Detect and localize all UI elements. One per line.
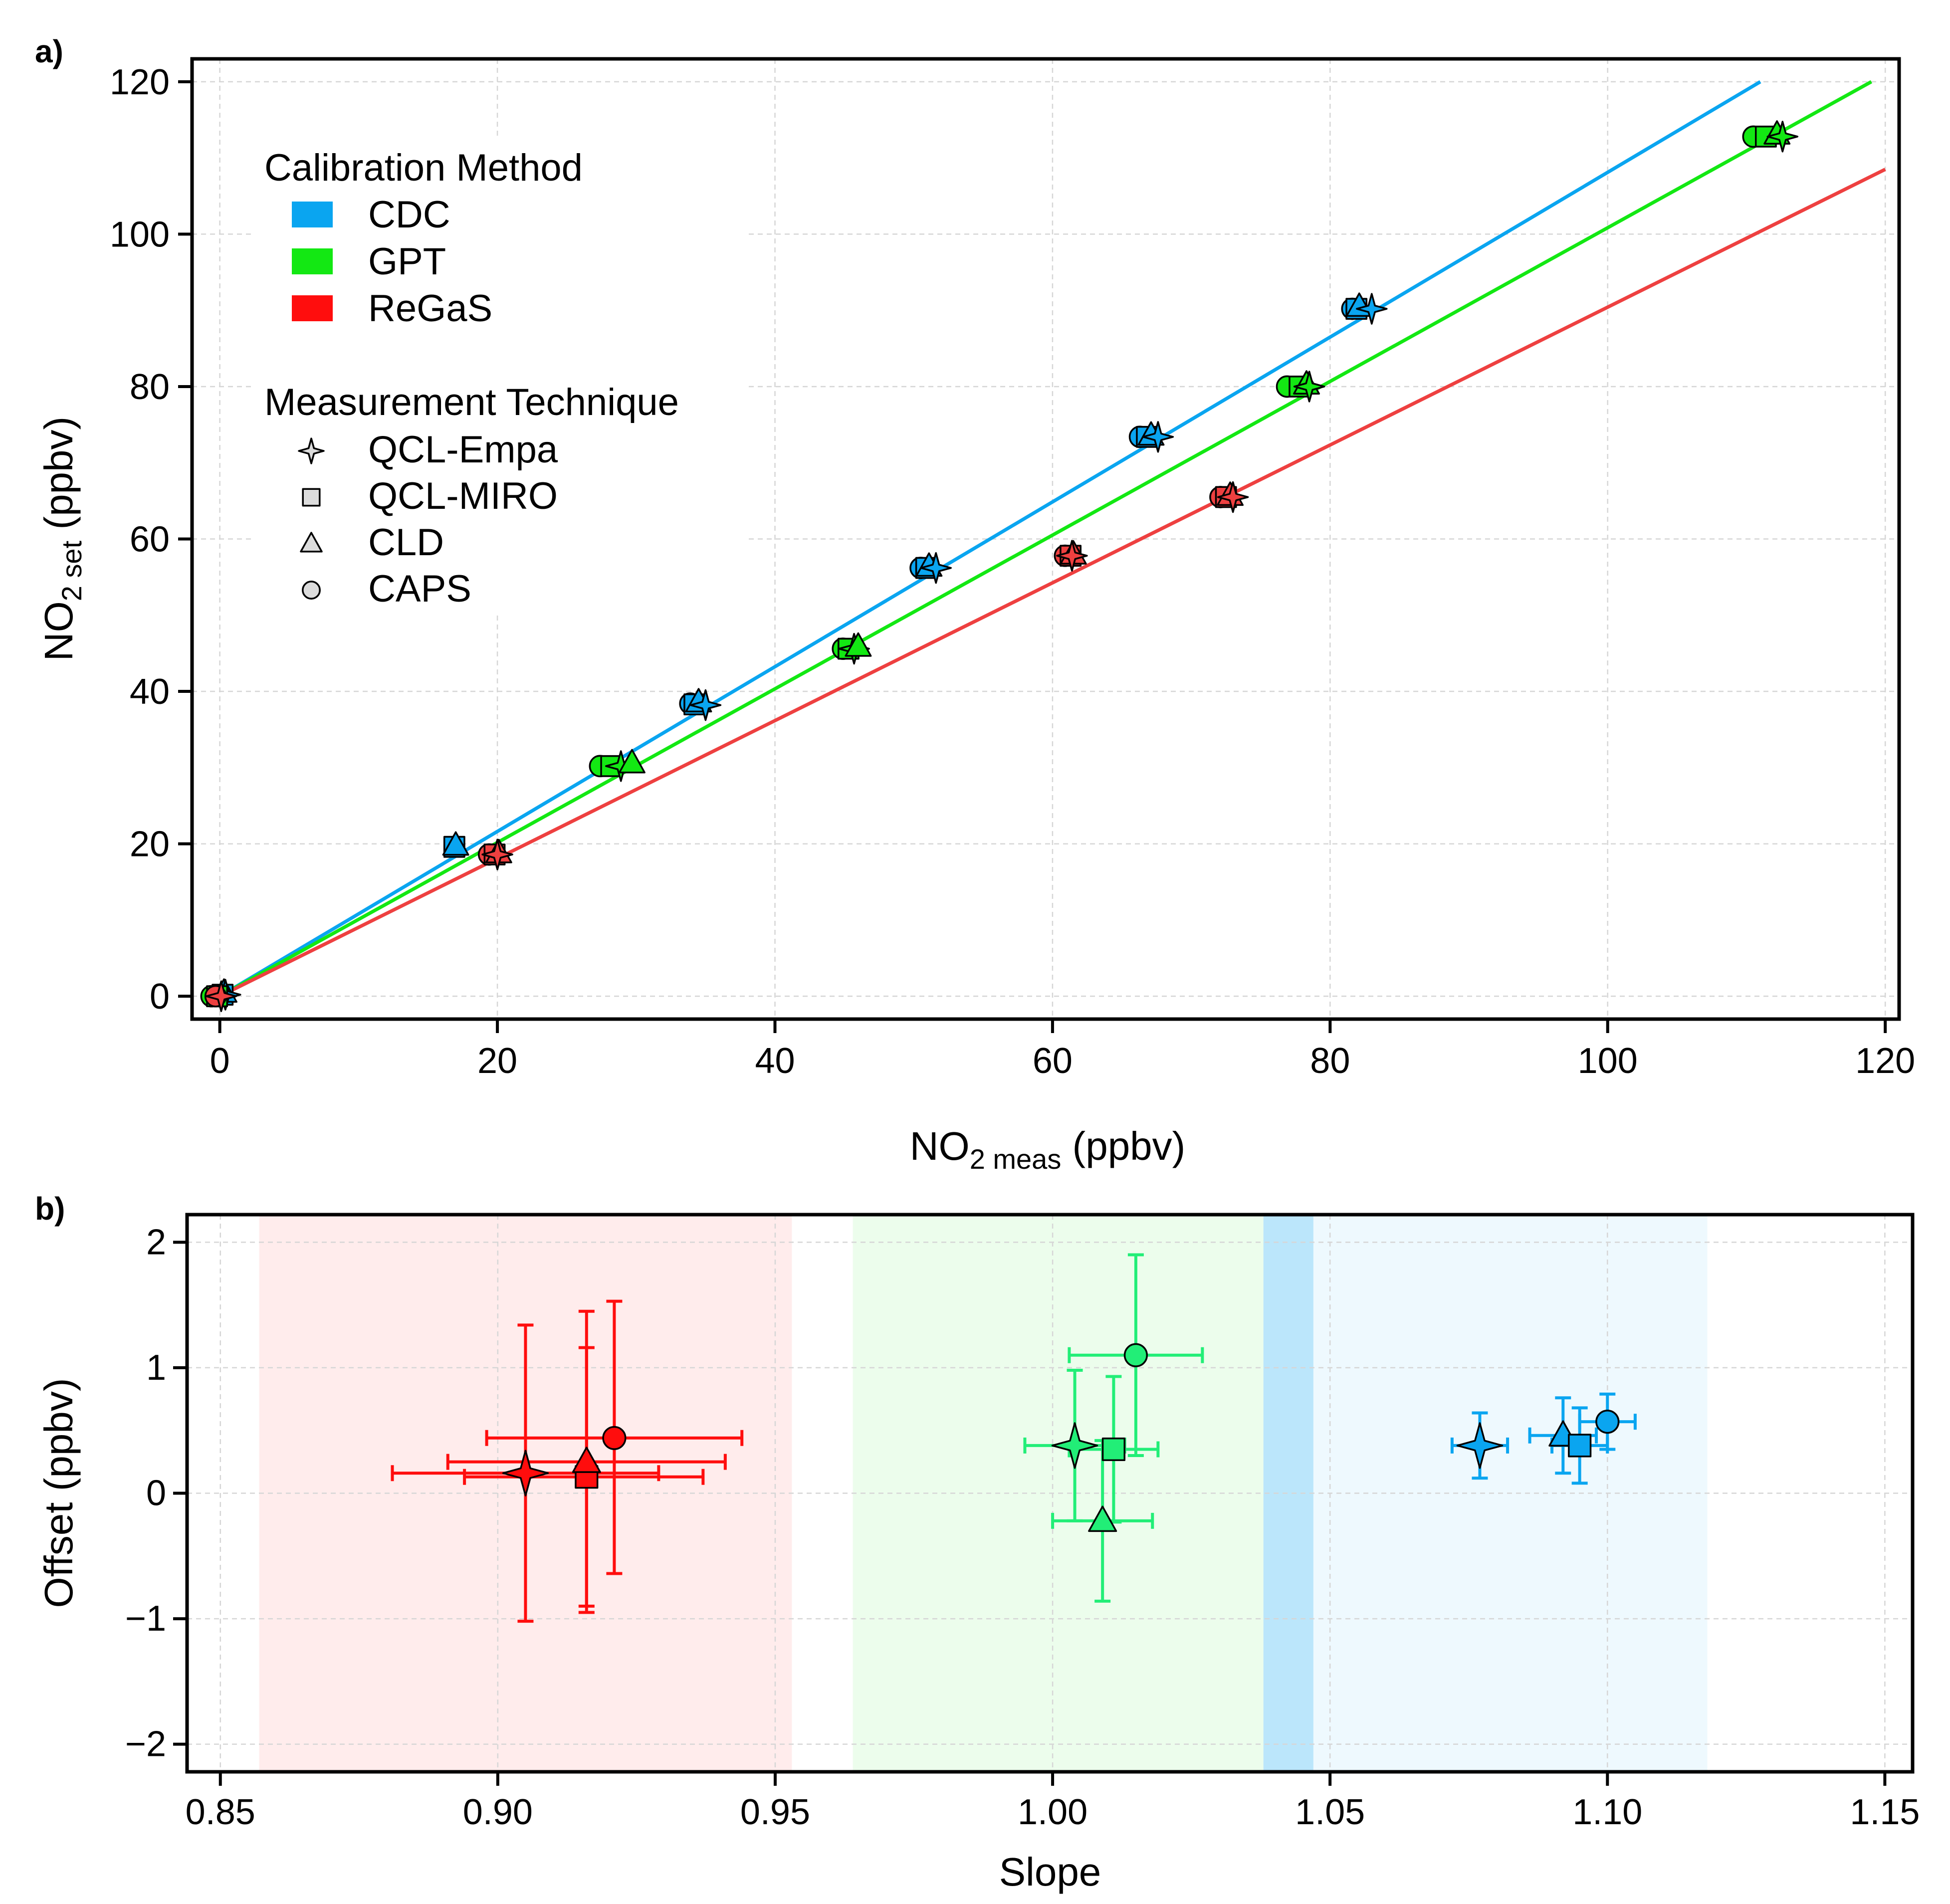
legend-label-qcl-miro: QCL-MIRO — [368, 475, 558, 517]
legend-label-gpt: GPT — [368, 240, 446, 283]
x-tick-label-0: 0 — [210, 1041, 230, 1081]
legend-label-cdc: CDC — [368, 194, 450, 236]
legend-marker-qcl-empa — [298, 437, 325, 464]
x-tick-label-60: 60 — [1033, 1041, 1073, 1081]
legend-label-regas: ReGaS — [368, 287, 492, 330]
panel-a: a) 0 20 40 60 80 100 120 0 20 40 60 80 100 120 NO2 m… — [35, 33, 1915, 1175]
y-tick-label-100: 100 — [110, 214, 170, 254]
legend-marker-cld — [300, 532, 323, 553]
point-gpt-qcl-empa — [1051, 1422, 1098, 1469]
legend-marker-shape-cld — [300, 532, 323, 553]
y-tick-label-1: −1 — [125, 1599, 166, 1639]
x-tick-label-4: 1.05 — [1295, 1792, 1365, 1832]
point-regas-qcl-empa-9 — [1056, 540, 1088, 572]
panel-b-x-ticks: 0.85 0.90 0.95 1.00 1.05 1.10 1.15 — [186, 1772, 1920, 1832]
point-regas-qcl-empa-13 — [1217, 481, 1249, 513]
legend-marker-caps — [302, 581, 321, 600]
point-gpt-qcl-empa-17 — [1766, 121, 1799, 153]
y-tick-label-0: 0 — [150, 977, 170, 1017]
x-tick-label-3: 1.00 — [1018, 1792, 1087, 1832]
fit-line-cdc — [218, 80, 1761, 998]
panel-b-label: b) — [35, 1191, 65, 1227]
panel-a-label: a) — [35, 33, 63, 69]
legend-background — [252, 136, 746, 615]
panel-a-points — [200, 120, 1799, 1012]
legend-marker-qcl-miro — [302, 488, 321, 507]
x-tick-label-80: 80 — [1310, 1041, 1350, 1081]
legend-label-qcl-empa: QCL-Empa — [368, 428, 558, 471]
panel-b-points — [391, 1253, 1637, 1623]
point-regas-qcl-empa-5 — [481, 839, 513, 870]
point-regas-qcl-empa-1 — [205, 980, 237, 1012]
point-regas-qcl-empa — [502, 1450, 549, 1496]
legend-marker-shape-caps — [302, 581, 321, 600]
point-gpt-cld-9 — [845, 632, 872, 657]
x-tick-label-40: 40 — [755, 1041, 795, 1081]
y-tick-label-0: −2 — [125, 1724, 166, 1764]
point-gpt-cld — [1088, 1505, 1117, 1532]
panel-b-y-axis-title: Offset (ppbv) — [36, 1378, 81, 1608]
band-cdc-3 — [1263, 1215, 1313, 1772]
x-tick-label-1: 0.90 — [463, 1792, 533, 1832]
panel-a-y-ticks: 0 20 40 60 80 100 120 — [110, 62, 192, 1017]
y-tick-label-40: 40 — [130, 672, 170, 712]
x-tick-label-5: 1.10 — [1572, 1792, 1642, 1832]
legend-swatch-gpt — [292, 248, 333, 274]
x-tick-label-100: 100 — [1578, 1041, 1638, 1081]
point-cdc-qcl-empa-9 — [689, 689, 722, 721]
legend-swatch-cdc — [292, 202, 333, 227]
panel-a-y-axis-title: NO2 set (ppbv) — [36, 417, 87, 661]
point-cdc-qcl-empa — [1456, 1422, 1504, 1469]
x-tick-label-0: 0.85 — [186, 1792, 255, 1832]
legend-marker-shape-qcl-empa — [298, 437, 325, 464]
panel-b-y-ticks: −2 −1 0 1 2 — [125, 1222, 187, 1764]
point-gpt-cld-5 — [618, 749, 646, 774]
point-gpt-qcl-miro — [1101, 1437, 1125, 1462]
x-tick-label-120: 120 — [1855, 1041, 1915, 1081]
legend-title-calibration-method: Calibration Method — [264, 147, 583, 189]
point-cdc-cld-5 — [442, 831, 469, 856]
point-cdc-caps — [1595, 1409, 1620, 1434]
point-gpt-qcl-empa-13 — [1293, 371, 1325, 403]
y-tick-label-20: 20 — [130, 825, 170, 864]
y-tick-label-4: 2 — [146, 1222, 166, 1262]
point-gpt-caps — [1123, 1343, 1148, 1367]
y-tick-label-80: 80 — [130, 367, 170, 407]
y-tick-label-60: 60 — [130, 520, 170, 560]
panel-b-grid — [187, 1215, 1913, 1772]
x-tick-label-6: 1.15 — [1850, 1792, 1920, 1832]
panel-a-legend: Calibration Method CDC GPT ReGaS Measure… — [252, 136, 746, 615]
legend-label-cld: CLD — [368, 521, 444, 564]
point-cdc-qcl-empa-21 — [1356, 293, 1388, 325]
y-tick-label-3: 1 — [146, 1348, 166, 1388]
panel-b-x-axis-title: Slope — [999, 1850, 1101, 1894]
panel-b: b) 0.85 0.90 0.95 1.00 1.05 1.10 1.15 −2−1012 … — [35, 1191, 1920, 1894]
point-regas-caps — [602, 1426, 627, 1450]
y-tick-label-120: 120 — [110, 62, 170, 102]
point-cdc-qcl-empa-17 — [1142, 421, 1174, 453]
legend-marker-shape-qcl-miro — [302, 488, 321, 507]
panel-a-x-ticks: 0 20 40 60 80 100 120 — [210, 1019, 1915, 1081]
legend-title-measurement-technique: Measurement Technique — [264, 381, 679, 423]
legend-label-caps: CAPS — [368, 568, 471, 610]
panel-a-x-axis-title: NO2 meas (ppbv) — [910, 1124, 1186, 1175]
point-cdc-qcl-miro — [1568, 1434, 1592, 1458]
point-regas-cld — [572, 1447, 601, 1473]
y-tick-label-2: 0 — [146, 1474, 166, 1513]
x-tick-label-2: 0.95 — [740, 1792, 810, 1832]
legend-swatch-regas — [292, 295, 333, 321]
x-tick-label-20: 20 — [477, 1041, 517, 1081]
point-cdc-qcl-empa-13 — [920, 552, 952, 584]
